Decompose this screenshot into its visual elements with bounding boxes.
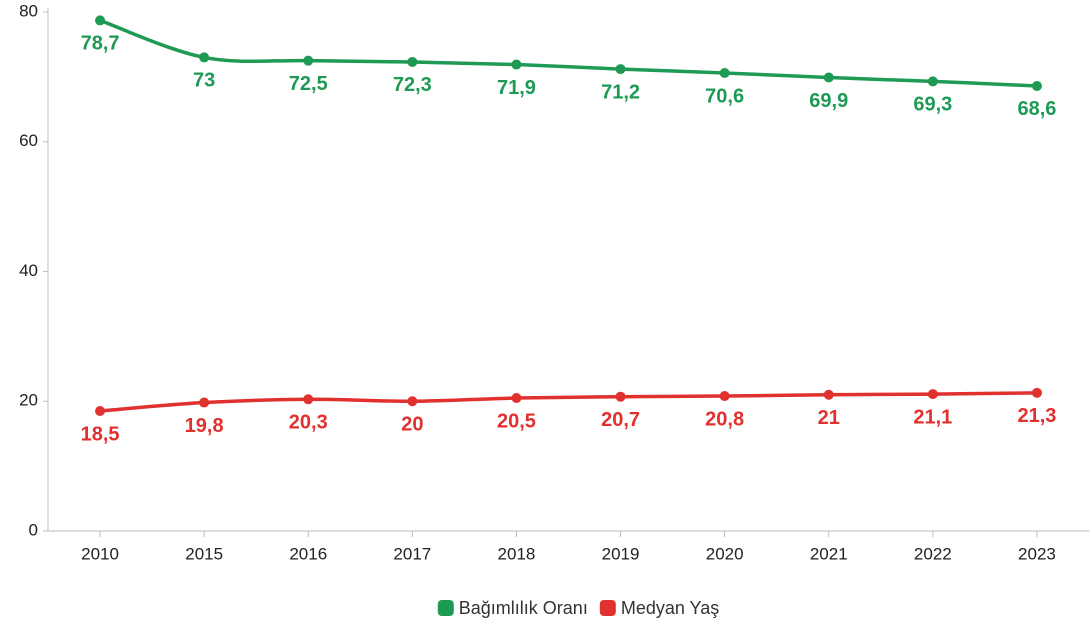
x-tick-label: 2015 (185, 544, 223, 563)
data-label: 18,5 (81, 423, 120, 445)
data-label: 20,7 (601, 409, 640, 431)
legend-marker (437, 600, 454, 616)
x-tick-label: 2021 (810, 544, 848, 563)
line (99, 391, 1037, 413)
point (303, 394, 314, 405)
point (511, 393, 522, 404)
point (927, 76, 938, 87)
x-tick-label: 2023 (1018, 544, 1056, 563)
data-label: 21 (818, 407, 840, 429)
point (1031, 387, 1042, 398)
data-label: 68,6 (1017, 98, 1056, 120)
y-tick-label: 80 (19, 1, 38, 20)
data-label: 70,6 (705, 85, 744, 107)
legend-marker (599, 600, 616, 616)
point (615, 391, 626, 402)
x-tick-label: 2016 (289, 544, 327, 563)
data-label: 20,5 (497, 410, 536, 432)
data-label: 20,3 (289, 412, 328, 434)
y-tick-label: 0 (29, 520, 38, 539)
point (719, 67, 730, 78)
legend: Bağımlılık Oranı Medyan Yaş (437, 598, 719, 618)
point (927, 389, 938, 400)
data-label: 69,3 (913, 94, 952, 116)
data-label: 19,8 (185, 415, 224, 437)
point (407, 56, 418, 67)
point (95, 405, 106, 416)
point (95, 15, 106, 26)
point (615, 64, 626, 75)
x-tick-label: 2022 (914, 544, 952, 563)
point (823, 389, 834, 400)
point (1031, 80, 1042, 91)
data-label: 69,9 (809, 90, 848, 112)
data-label: 71,9 (497, 77, 536, 99)
data-label: 21,3 (1017, 405, 1056, 427)
x-tick-label: 2017 (393, 544, 431, 563)
y-tick-label: 40 (19, 261, 38, 280)
point (303, 55, 314, 66)
point (823, 72, 834, 83)
data-label: 78,7 (81, 33, 120, 55)
point (511, 59, 522, 70)
point (407, 396, 418, 407)
x-tick-label: 2019 (602, 544, 640, 563)
data-label: 73 (193, 70, 215, 92)
data-label: 72,5 (289, 73, 328, 95)
point (199, 52, 210, 63)
line (99, 18, 1038, 88)
y-tick-label: 20 (19, 391, 38, 410)
data-label: 72,3 (393, 74, 432, 96)
x-tick-label: 2020 (706, 544, 744, 563)
data-label: 71,2 (601, 81, 640, 103)
point (719, 391, 730, 402)
legend-label: Bağımlılık Oranı (459, 598, 588, 618)
x-tick-label: 2018 (498, 544, 536, 563)
y-tick-label: 60 (19, 131, 38, 150)
data-label: 20 (401, 414, 423, 436)
x-tick-label: 2010 (81, 544, 119, 563)
point (199, 397, 210, 408)
data-label: 20,8 (705, 408, 744, 430)
legend-label: Medyan Yaş (621, 598, 719, 618)
data-label: 21,1 (913, 406, 952, 428)
